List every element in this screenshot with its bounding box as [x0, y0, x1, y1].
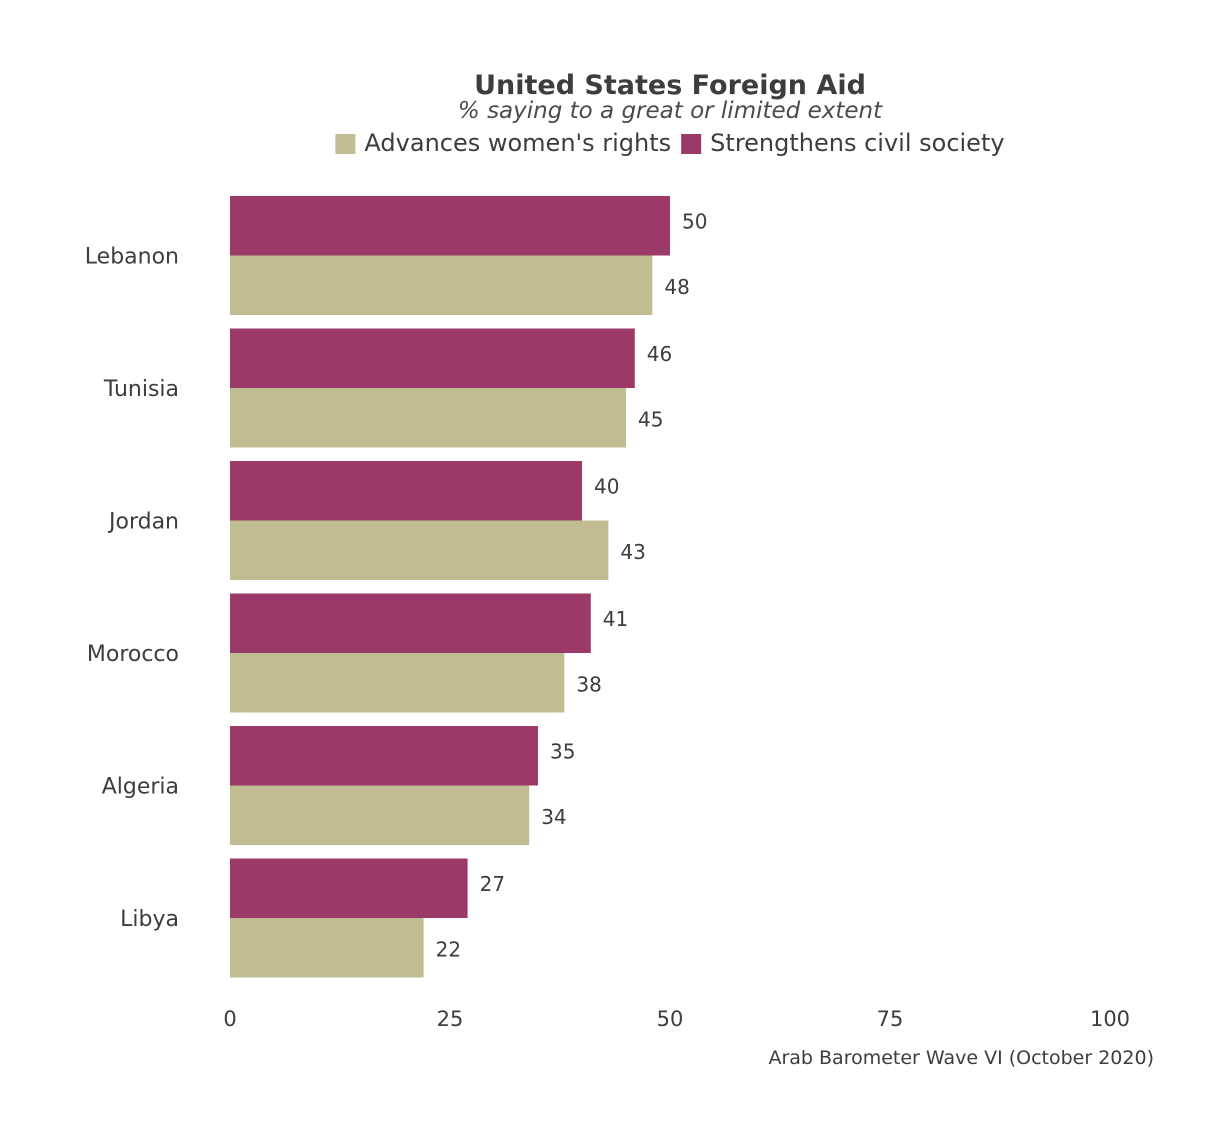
- bar-tunisia-strengthens-civil-society: [230, 328, 635, 388]
- value-label-jordan-advances-women-s-rights: 43: [620, 540, 645, 564]
- value-label-algeria-advances-women-s-rights: 34: [541, 805, 566, 829]
- chart-subtitle: % saying to a great or limited extent: [458, 98, 883, 124]
- value-label-tunisia-strengthens-civil-society: 46: [647, 342, 672, 366]
- legend-label-strengthens-civil-society: Strengthens civil society: [710, 129, 1004, 157]
- chart-caption: Arab Barometer Wave VI (October 2020): [768, 1047, 1154, 1069]
- category-label-tunisia: Tunisia: [103, 377, 179, 402]
- value-label-lebanon-advances-women-s-rights: 48: [664, 275, 689, 299]
- legend-swatch-strengthens-civil-society: [681, 134, 702, 154]
- bars: [230, 196, 670, 978]
- x-tick-label-75: 75: [877, 1007, 904, 1031]
- x-tick-label-0: 0: [223, 1007, 236, 1031]
- bar-libya-strengthens-civil-society: [230, 858, 468, 918]
- bar-lebanon-strengthens-civil-society: [230, 196, 670, 256]
- category-labels: Lebanon Tunisia Jordan Morocco Algeria Libya: [85, 245, 179, 933]
- bar-algeria-strengthens-civil-society: [230, 726, 538, 786]
- bar-morocco-strengthens-civil-society: [230, 593, 591, 653]
- value-label-jordan-strengthens-civil-society: 40: [594, 474, 619, 498]
- value-label-tunisia-advances-women-s-rights: 45: [638, 407, 663, 431]
- value-label-libya-advances-women-s-rights: 22: [436, 937, 461, 961]
- bar-jordan-strengthens-civil-society: [230, 461, 582, 521]
- value-label-algeria-strengthens-civil-society: 35: [550, 739, 575, 763]
- legend: Advances women's rights Strengthens civil…: [335, 129, 1005, 157]
- bar-lebanon-advances-women-s-rights: [230, 255, 653, 315]
- category-label-morocco: Morocco: [87, 642, 179, 667]
- x-tick-label-25: 25: [437, 1007, 464, 1031]
- x-tick-label-100: 100: [1090, 1007, 1130, 1031]
- category-label-lebanon: Lebanon: [85, 245, 179, 270]
- x-axis-ticks: 0 25 50 75 100: [223, 1007, 1130, 1031]
- category-label-libya: Libya: [120, 907, 179, 932]
- value-label-morocco-advances-women-s-rights: 38: [576, 672, 601, 696]
- value-label-morocco-strengthens-civil-society: 41: [603, 607, 628, 631]
- value-label-libya-strengthens-civil-society: 27: [480, 872, 505, 896]
- legend-swatch-advances-women-s-rights: [335, 134, 356, 154]
- bar-morocco-advances-women-s-rights: [230, 653, 565, 713]
- chart-title: United States Foreign Aid: [474, 70, 866, 101]
- category-label-jordan: Jordan: [107, 510, 179, 535]
- x-tick-label-50: 50: [657, 1007, 684, 1031]
- bar-tunisia-advances-women-s-rights: [230, 388, 626, 448]
- value-label-lebanon-strengthens-civil-society: 50: [682, 209, 707, 233]
- bar-algeria-advances-women-s-rights: [230, 785, 530, 845]
- legend-label-advances-women-s-rights: Advances women's rights: [364, 129, 671, 157]
- bar-libya-advances-women-s-rights: [230, 918, 424, 978]
- category-label-algeria: Algeria: [102, 775, 179, 800]
- value-labels: 50 48 46 45 40 43 41 38 35 34 27 22: [436, 209, 708, 961]
- bar-jordan-advances-women-s-rights: [230, 520, 609, 580]
